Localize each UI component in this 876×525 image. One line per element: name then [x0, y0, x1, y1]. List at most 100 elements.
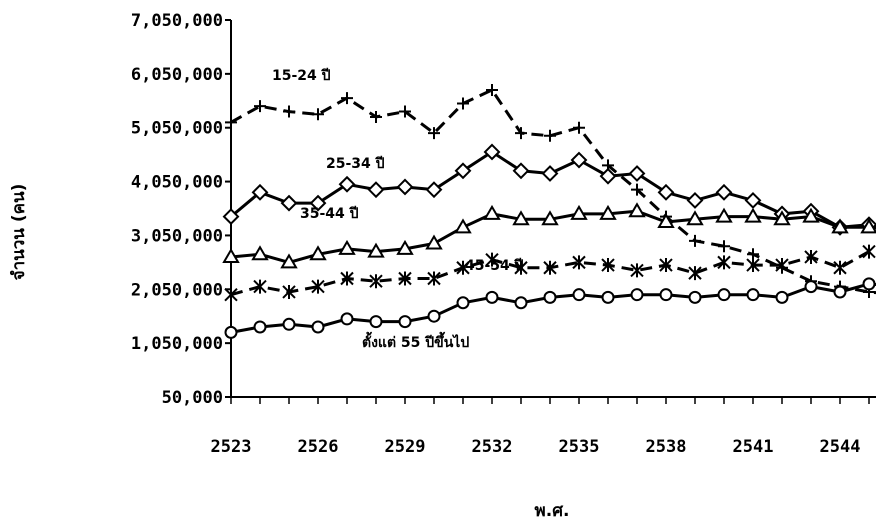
- y-tick-label: 50,000: [162, 388, 223, 408]
- triangle-marker: [280, 253, 298, 269]
- circle-marker: [572, 288, 586, 302]
- plus-marker: [486, 84, 498, 97]
- diamond-marker: [454, 162, 472, 180]
- series-annotation: 25-34 ปี: [326, 156, 385, 172]
- series-annotation: ตั้งแต่ 55 ปีขึ้นไป: [362, 331, 469, 351]
- y-tick-label: 7,050,000: [131, 11, 223, 31]
- asterisk-marker: [253, 279, 267, 294]
- triangle-marker: [454, 218, 472, 234]
- series-4: [224, 244, 876, 302]
- x-tick-label: 2532: [472, 437, 513, 457]
- circle-marker: [659, 288, 673, 302]
- diamond-marker: [280, 194, 298, 212]
- diamond-marker: [338, 175, 356, 193]
- triangle-marker: [396, 239, 414, 255]
- circle-marker: [369, 315, 383, 329]
- triangle-marker: [802, 207, 820, 223]
- asterisk-marker: [572, 255, 586, 270]
- series-layer: [222, 84, 876, 339]
- triangle-marker: [744, 207, 762, 223]
- series-annotation: 35-44 ปี: [300, 206, 359, 222]
- diamond-marker: [657, 183, 675, 201]
- triangle-marker: [715, 207, 733, 223]
- series-line: [230, 282, 876, 334]
- asterisk-marker: [601, 258, 615, 273]
- circle-marker: [253, 320, 267, 334]
- plus-marker: [254, 100, 266, 113]
- plus-marker: [370, 110, 382, 123]
- series-line: [230, 250, 876, 297]
- diamond-marker: [744, 192, 762, 209]
- asterisk-marker: [746, 258, 760, 273]
- asterisk-marker: [369, 274, 383, 289]
- asterisk-marker: [630, 263, 644, 278]
- plus-marker: [428, 127, 440, 140]
- triangle-marker: [367, 242, 385, 258]
- series-annotations: 15-24 ปี 25-34 ปี 35-44 ปี 45-54 ปีตั้งแต่ …: [272, 68, 524, 351]
- diamond-marker: [715, 183, 733, 201]
- diamond-marker: [570, 151, 588, 169]
- triangle-marker: [686, 210, 704, 226]
- y-tick-label: 2,050,000: [131, 280, 223, 300]
- triangle-marker: [628, 202, 646, 218]
- diamond-marker: [599, 167, 617, 185]
- diamond-marker: [367, 181, 385, 199]
- x-tick-label: 2526: [298, 437, 339, 457]
- x-tick-label: 2523: [211, 437, 252, 457]
- x-tick-label: 2535: [559, 437, 600, 457]
- circle-marker: [398, 315, 412, 329]
- diamond-marker: [309, 194, 327, 212]
- circle-marker: [862, 277, 876, 291]
- x-tick-label: 2544: [820, 437, 861, 457]
- x-tick-label: 2538: [646, 437, 687, 457]
- triangle-marker: [309, 245, 327, 261]
- y-tick-label: 5,050,000: [131, 119, 223, 139]
- asterisk-marker: [659, 258, 673, 273]
- circle-marker: [282, 317, 296, 331]
- plus-marker: [225, 116, 237, 129]
- diamond-marker: [425, 181, 443, 199]
- triangle-marker: [222, 247, 240, 263]
- series-annotation: 45-54 ปี: [465, 258, 524, 274]
- triangle-marker: [338, 239, 356, 255]
- y-tick-label: 6,050,000: [131, 65, 223, 85]
- plus-marker: [515, 127, 527, 140]
- plus-marker: [457, 97, 469, 110]
- series-2: [222, 143, 876, 236]
- y-tick-label: 3,050,000: [131, 226, 223, 246]
- x-axis-label: พ.ศ.: [535, 501, 570, 521]
- circle-marker: [543, 290, 557, 304]
- asterisk-marker: [775, 258, 789, 273]
- plus-marker: [312, 108, 324, 121]
- diamond-marker: [541, 165, 559, 182]
- diamond-marker: [222, 208, 240, 225]
- series-3: [222, 202, 876, 269]
- triangle-marker: [512, 210, 530, 226]
- asterisk-marker: [224, 287, 238, 302]
- circle-marker: [311, 320, 325, 334]
- triangle-marker: [483, 204, 501, 220]
- y-tick-label: 4,050,000: [131, 173, 223, 193]
- x-tick-labels: 2523 2526 2529 2532 2535 2538 2541 2544: [211, 437, 861, 457]
- circle-marker: [630, 288, 644, 302]
- x-tick-label: 2529: [385, 437, 426, 457]
- circle-marker: [746, 288, 760, 302]
- diamond-marker: [483, 143, 501, 161]
- circle-marker: [456, 296, 470, 310]
- plus-marker: [631, 183, 643, 196]
- circle-marker: [340, 312, 354, 326]
- plus-marker: [544, 129, 556, 142]
- triangle-marker: [773, 210, 791, 226]
- plus-marker: [718, 240, 730, 253]
- asterisk-marker: [688, 266, 702, 281]
- diamond-marker: [686, 192, 704, 209]
- series-annotation: 15-24 ปี: [272, 68, 331, 84]
- asterisk-marker: [485, 252, 499, 267]
- triangle-marker: [541, 210, 559, 226]
- circle-marker: [427, 309, 441, 323]
- circle-marker: [514, 296, 528, 310]
- triangle-marker: [425, 234, 443, 250]
- asterisk-marker: [717, 255, 731, 270]
- asterisk-marker: [456, 260, 470, 275]
